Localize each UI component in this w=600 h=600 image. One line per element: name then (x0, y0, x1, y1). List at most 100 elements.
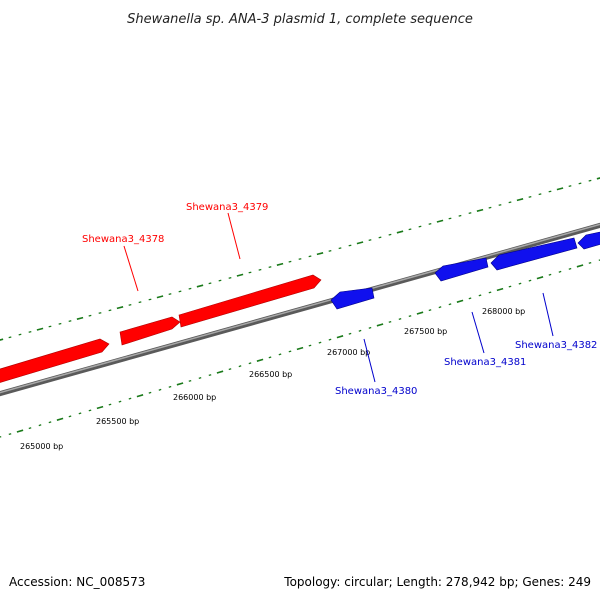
major-tick (296, 346, 304, 351)
gene-label[interactable]: Shewana3_4381 (444, 357, 526, 368)
minor-tick (88, 314, 92, 317)
minor-tick (148, 298, 152, 301)
minor-tick (218, 279, 222, 282)
minor-tick (148, 391, 152, 394)
minor-tick (528, 195, 532, 198)
minor-tick (498, 204, 502, 206)
major-tick (16, 429, 24, 433)
minor-tick (248, 271, 252, 274)
major-tick (496, 287, 504, 292)
gene-arrows (0, 231, 600, 384)
gene-arrow-shewana3-4381-b[interactable] (490, 237, 578, 271)
gene-arrow-shewana3-4379[interactable] (178, 274, 322, 328)
major-tick (216, 370, 224, 374)
minor-tick (198, 376, 202, 380)
major-tick (556, 187, 564, 191)
minor-tick (368, 239, 372, 242)
minor-tick (238, 365, 242, 368)
minor-tick (438, 306, 442, 309)
major-tick (116, 306, 124, 310)
minor-tick (188, 379, 192, 382)
minor-tick (78, 412, 82, 415)
minor-tick (478, 294, 482, 297)
minor-tick (558, 270, 562, 273)
minor-tick (418, 225, 422, 228)
minor-tick (38, 424, 42, 427)
minor-tick (488, 206, 492, 209)
major-tick (576, 264, 584, 268)
gene-arrow-shewana3-4378[interactable] (119, 316, 181, 346)
minor-tick (228, 276, 232, 279)
minor-tick (388, 233, 392, 236)
minor-tick (538, 193, 542, 196)
major-tick (356, 241, 364, 245)
minor-tick (8, 433, 12, 436)
gene-arrow-shewana3-4381-a[interactable] (434, 257, 489, 282)
leader-line (227, 212, 241, 260)
gene-arrow-shewana3-4382[interactable] (577, 231, 600, 250)
major-tick (236, 273, 244, 277)
minor-tick (408, 228, 412, 231)
minor-tick (588, 261, 592, 264)
position-label: 266000 bp (173, 393, 216, 402)
minor-tick (168, 385, 172, 388)
gene-arrow-shewana3-4377[interactable] (0, 338, 110, 384)
minor-tick (578, 182, 582, 185)
minor-tick (548, 273, 552, 276)
position-labels: 265000 bp 265500 bp 266000 bp 266500 bp … (20, 307, 525, 451)
minor-tick (388, 320, 392, 323)
minor-tick (328, 249, 332, 252)
minor-tick (308, 255, 312, 258)
major-tick (56, 417, 64, 421)
gene-label[interactable]: Shewana3_4380 (335, 386, 417, 397)
major-tick (396, 230, 404, 234)
gene-labels: Shewana3_4378 Shewana3_4379 Shewana3_438… (82, 202, 597, 397)
minor-tick (228, 368, 232, 371)
minor-tick (488, 291, 492, 294)
minor-tick (588, 179, 592, 182)
minor-tick (268, 356, 272, 359)
major-tick (436, 219, 444, 223)
minor-tick (358, 329, 362, 332)
position-label: 265500 bp (96, 417, 139, 426)
major-tick (256, 358, 264, 362)
minor-tick (508, 201, 512, 204)
major-tick (456, 299, 464, 303)
minor-tick (208, 374, 212, 377)
minor-tick (8, 336, 12, 339)
minor-tick (568, 185, 572, 188)
minor-tick (408, 315, 412, 318)
leader-line (542, 292, 554, 337)
gene-label[interactable]: Shewana3_4379 (186, 202, 268, 213)
minor-tick (308, 344, 312, 347)
minor-tick (28, 427, 32, 430)
minor-tick (458, 214, 462, 217)
position-label: 267500 bp (404, 327, 447, 336)
minor-tick (518, 282, 522, 285)
minor-tick (28, 330, 32, 333)
position-label: 266500 bp (249, 370, 292, 379)
minor-tick (338, 247, 342, 250)
minor-tick (18, 333, 22, 336)
forward-tick-line (0, 177, 600, 341)
minor-tick (108, 403, 112, 406)
position-label: 267000 bp (327, 348, 370, 357)
gene-label[interactable]: Shewana3_4382 (515, 340, 597, 351)
leader-line (363, 338, 376, 383)
major-tick (276, 262, 284, 266)
minor-tick (178, 290, 182, 293)
minor-tick (548, 190, 552, 193)
major-tick (36, 327, 44, 331)
major-tick (476, 208, 484, 212)
gene-arrow-shewana3-4380[interactable] (330, 287, 375, 310)
minor-tick (318, 341, 322, 344)
map-title: Shewanella sp. ANA-3 plasmid 1, complete… (127, 12, 473, 27)
minor-tick (368, 326, 372, 329)
minor-tick (298, 258, 302, 260)
topology-summary: Topology: circular; Length: 278,942 bp; … (283, 575, 591, 589)
minor-tick (288, 260, 292, 263)
gene-label[interactable]: Shewana3_4378 (82, 234, 164, 245)
minor-tick (118, 400, 122, 403)
minor-tick (428, 222, 432, 225)
minor-tick (208, 282, 212, 285)
